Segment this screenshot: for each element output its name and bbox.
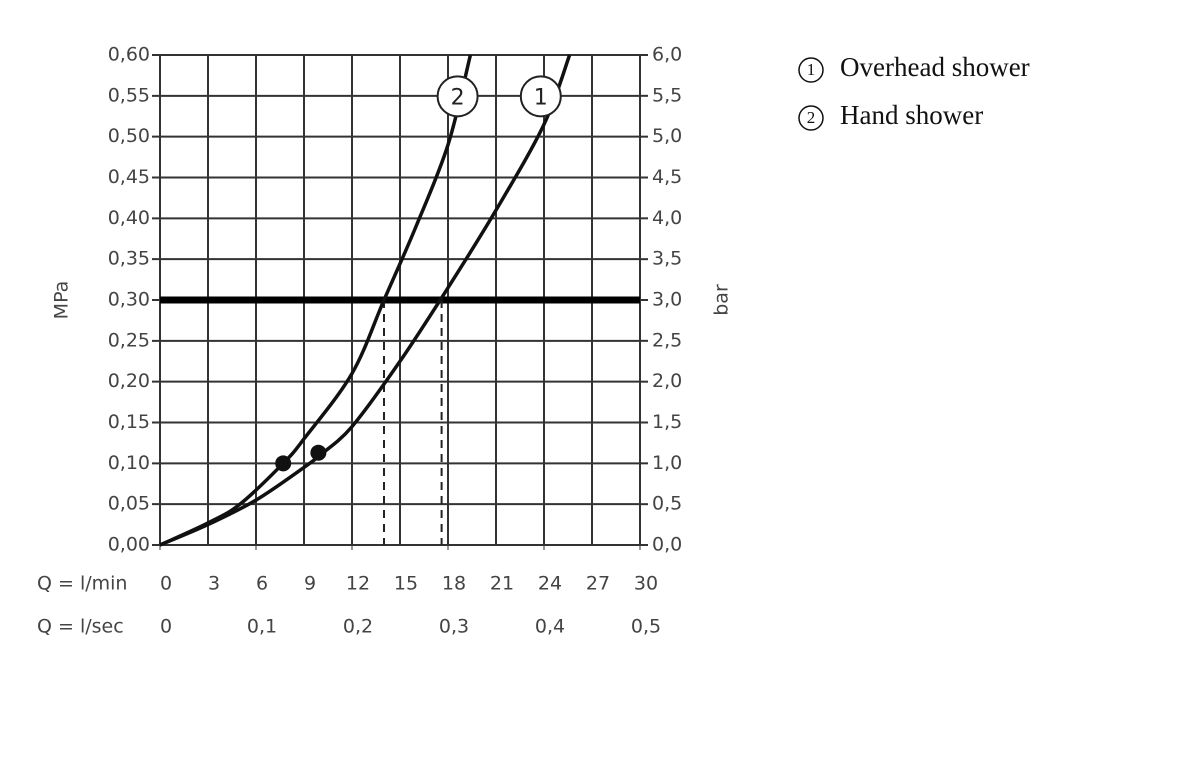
y-tick-label: 0,55 bbox=[108, 84, 150, 106]
series-point bbox=[310, 444, 327, 461]
y-tick-label: 0,05 bbox=[108, 493, 150, 515]
x2-tick-label: 0 bbox=[160, 616, 172, 638]
series-line bbox=[159, 54, 572, 547]
series-line bbox=[159, 54, 473, 547]
x-tick-label: 24 bbox=[538, 573, 562, 595]
curve-label-circle bbox=[519, 75, 562, 118]
y2-tick-label: 2,0 bbox=[652, 370, 682, 392]
x-tick-label: 6 bbox=[256, 573, 268, 595]
x-axis-label: Q = l/min bbox=[37, 573, 127, 595]
y-tick-label: 0,25 bbox=[108, 329, 150, 351]
y2-tick-label: 5,0 bbox=[652, 125, 682, 147]
x2-tick-label: 0,5 bbox=[631, 616, 661, 638]
x-tick-label: 21 bbox=[490, 573, 514, 595]
legend-marker bbox=[798, 105, 824, 131]
y2-tick-label: 1,5 bbox=[652, 411, 682, 433]
y-tick-label: 0,10 bbox=[108, 452, 150, 474]
x2-tick-label: 0,1 bbox=[247, 616, 277, 638]
x2-tick-label: 0,3 bbox=[439, 616, 469, 638]
curve-label: 2 bbox=[451, 85, 465, 110]
x-tick-label: 27 bbox=[586, 573, 610, 595]
x2-tick-label: 0,2 bbox=[343, 616, 373, 638]
y-tick-label: 0,40 bbox=[108, 207, 150, 229]
y2-tick-label: 0,5 bbox=[652, 493, 682, 515]
y-tick-label: 0,35 bbox=[108, 248, 150, 270]
x-tick-label: 15 bbox=[394, 573, 418, 595]
y2-tick-label: 0,0 bbox=[652, 534, 682, 556]
x-tick-label: 9 bbox=[304, 573, 316, 595]
curve-label: 1 bbox=[534, 85, 548, 110]
x-tick-label: 30 bbox=[634, 573, 658, 595]
x-tick-label: 18 bbox=[442, 573, 466, 595]
y-tick-label: 0,15 bbox=[108, 411, 150, 433]
y2-tick-label: 5,5 bbox=[652, 84, 682, 106]
legend-marker-label: 1 bbox=[807, 60, 816, 79]
legend: 1 Overhead shower 2 Hand shower bbox=[798, 52, 1030, 131]
y2-tick-label: 4,5 bbox=[652, 166, 682, 188]
x-tick-label: 12 bbox=[346, 573, 370, 595]
legend-label: Overhead shower bbox=[840, 52, 1030, 82]
y2-tick-label: 6,0 bbox=[652, 44, 682, 66]
y-tick-label: 0,00 bbox=[108, 534, 150, 556]
y-tick-label: 0,45 bbox=[108, 166, 150, 188]
legend-marker bbox=[798, 57, 824, 83]
y-tick-label: 0,60 bbox=[108, 44, 150, 66]
x2-axis-label: Q = l/sec bbox=[37, 616, 124, 638]
y2-tick-label: 4,0 bbox=[652, 207, 682, 229]
x-tick-label: 3 bbox=[208, 573, 220, 595]
y2-axis-label: bar bbox=[711, 284, 733, 316]
y-tick-label: 0,30 bbox=[108, 289, 150, 311]
y2-tick-label: 3,0 bbox=[652, 289, 682, 311]
curve-label-circle bbox=[436, 75, 479, 118]
legend-label: Hand shower bbox=[840, 100, 983, 130]
y2-tick-label: 1,0 bbox=[652, 452, 682, 474]
x2-tick-label: 0,4 bbox=[535, 616, 565, 638]
y-tick-label: 0,20 bbox=[108, 370, 150, 392]
y-axis-label: MPa bbox=[51, 281, 73, 320]
y2-tick-label: 3,5 bbox=[652, 248, 682, 270]
y2-tick-label: 2,5 bbox=[652, 329, 682, 351]
series-point bbox=[275, 455, 292, 472]
x-tick-label: 0 bbox=[160, 573, 172, 595]
y-tick-label: 0,50 bbox=[108, 125, 150, 147]
legend-marker-label: 2 bbox=[807, 108, 816, 127]
